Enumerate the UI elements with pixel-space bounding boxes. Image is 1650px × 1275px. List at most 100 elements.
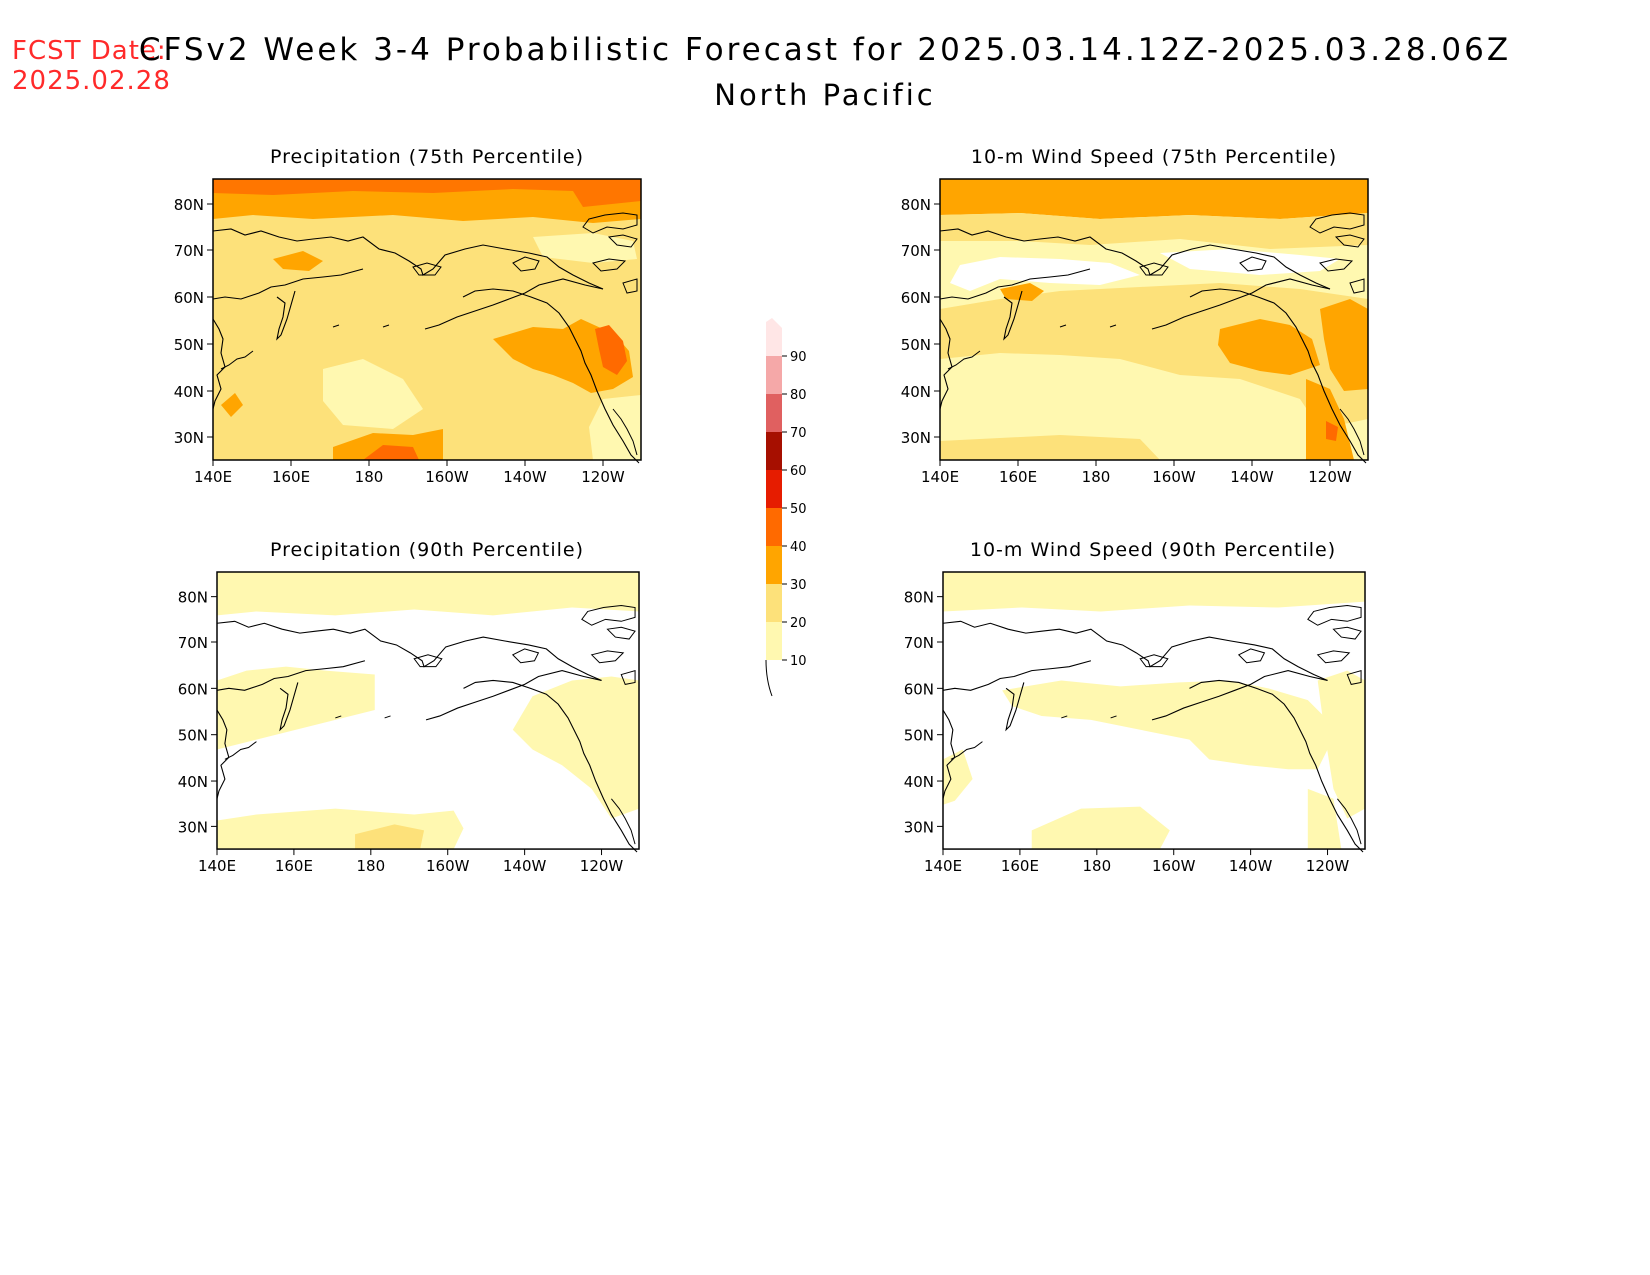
lat-tick-label: 30N bbox=[904, 818, 934, 836]
panel-wind-90: 10-m Wind Speed (90th Percentile) 80N 70N… bbox=[904, 539, 1366, 875]
lat-tick-label: 30N bbox=[174, 429, 204, 447]
lat-tick-label: 80N bbox=[904, 589, 934, 607]
lon-tick-label: 180 bbox=[1082, 857, 1111, 875]
colorbar-label: 50 bbox=[790, 502, 807, 517]
lat-tick-label: 40N bbox=[174, 383, 204, 401]
lat-tick-label: 60N bbox=[178, 680, 208, 698]
fill-coast-strong bbox=[1326, 421, 1338, 441]
fill-west-spot bbox=[221, 393, 243, 417]
lon-tick-label: 160E bbox=[999, 468, 1037, 486]
lat-tick-label: 70N bbox=[174, 242, 204, 260]
map-fill bbox=[213, 179, 641, 460]
lon-tick-label: 160E bbox=[275, 857, 313, 875]
panel-precip-75: Precipitation (75th Percentile) 80N 70N 60… bbox=[174, 146, 642, 486]
fill-east-pacific bbox=[512, 676, 640, 819]
lon-tick-label: 140W bbox=[503, 857, 547, 875]
fill-band-north2 bbox=[940, 213, 1368, 249]
fill-band-north-strong bbox=[213, 179, 641, 207]
lon-tick-label: 160W bbox=[425, 468, 469, 486]
lon-tick-label: 140W bbox=[1229, 857, 1273, 875]
lat-tick-label: 50N bbox=[901, 336, 931, 354]
fill-west-north bbox=[273, 251, 323, 271]
colorbar-label: 30 bbox=[790, 578, 807, 593]
fill-south-spot bbox=[333, 429, 443, 460]
colorbar-label: 10 bbox=[790, 654, 807, 669]
lon-tick-label: 140E bbox=[921, 468, 959, 486]
colorbar-swatch bbox=[766, 546, 782, 584]
lon-tick-label: 120W bbox=[580, 857, 624, 875]
colorbar-tail bbox=[766, 660, 782, 694]
colorbar-swatch bbox=[766, 584, 782, 622]
fill-west bbox=[943, 749, 973, 805]
lon-tick-label: 160W bbox=[1152, 857, 1196, 875]
lon-tick-label: 180 bbox=[356, 857, 385, 875]
fill-white-arctic bbox=[950, 257, 1140, 291]
fill-coast-south bbox=[1307, 788, 1342, 850]
fill-coast-strong bbox=[595, 325, 627, 375]
lon-tick-label: 120W bbox=[1308, 468, 1352, 486]
fill-coast-east bbox=[1317, 670, 1366, 819]
lat-tick-label: 40N bbox=[904, 773, 934, 791]
colorbar-tail-edge bbox=[765, 659, 773, 697]
fill-band-north bbox=[943, 572, 1366, 612]
fill-south-band bbox=[940, 435, 1160, 460]
fill-coast-south bbox=[1306, 379, 1354, 460]
lon-tick-label: 160E bbox=[272, 468, 310, 486]
lat-tick-label: 80N bbox=[174, 196, 204, 214]
colorbar-swatch bbox=[766, 622, 782, 660]
colorbar-label: 90 bbox=[790, 350, 807, 365]
region-subtitle: North Pacific bbox=[714, 78, 936, 112]
lat-tick-label: 40N bbox=[178, 773, 208, 791]
colorbar-swatch bbox=[766, 508, 782, 546]
fill-south-strong bbox=[363, 445, 419, 460]
fill-west bbox=[217, 666, 375, 750]
fill-mid bbox=[1002, 680, 1338, 770]
colorbar-swatch bbox=[766, 432, 782, 470]
fill-light-north bbox=[533, 233, 637, 263]
lat-tick-label: 70N bbox=[178, 634, 208, 652]
fill-coast-east bbox=[1320, 299, 1368, 391]
fcst-date-label: FCST Date: bbox=[12, 36, 167, 66]
lon-tick-label: 180 bbox=[1082, 468, 1111, 486]
lat-tick-label: 30N bbox=[901, 429, 931, 447]
colorbar: 10 20 30 40 50 60 70 80 90 bbox=[765, 318, 807, 697]
lat-tick-label: 70N bbox=[901, 242, 931, 260]
lon-tick-label: 140E bbox=[194, 468, 232, 486]
lon-tick-label: 140W bbox=[1230, 468, 1274, 486]
lon-tick-label: 140W bbox=[503, 468, 547, 486]
fill-south-spot bbox=[355, 824, 425, 850]
fill-south-spot bbox=[1031, 806, 1170, 850]
lon-tick-label: 160E bbox=[1001, 857, 1039, 875]
lon-tick-label: 160W bbox=[1152, 468, 1196, 486]
lon-tick-label: 160W bbox=[426, 857, 470, 875]
panel-wind-75: 10-m Wind Speed (75th Percentile) 80N 70N… bbox=[901, 146, 1369, 486]
colorbar-swatch bbox=[766, 318, 782, 356]
lat-tick-label: 40N bbox=[901, 383, 931, 401]
lon-tick-label: 120W bbox=[581, 468, 625, 486]
page-title: CFSv2 Week 3-4 Probabilistic Forecast fo… bbox=[138, 32, 1512, 68]
fill-light-mid bbox=[323, 359, 423, 429]
lat-tick-label: 80N bbox=[901, 196, 931, 214]
fill-band-north bbox=[217, 572, 640, 616]
lat-tick-label: 50N bbox=[904, 727, 934, 745]
colorbar-label: 20 bbox=[790, 616, 807, 631]
fill-east-pacific bbox=[1218, 319, 1320, 375]
fill-white-south bbox=[217, 765, 494, 821]
lat-tick-label: 30N bbox=[178, 818, 208, 836]
lon-tick-label: 120W bbox=[1306, 857, 1350, 875]
colorbar-swatch bbox=[766, 394, 782, 432]
map-frame bbox=[216, 571, 640, 850]
colorbar-label: 80 bbox=[790, 388, 807, 403]
lat-tick-label: 70N bbox=[904, 634, 934, 652]
fill-light-south bbox=[940, 369, 1170, 460]
panel-title: Precipitation (75th Percentile) bbox=[270, 146, 584, 168]
colorbar-label: 40 bbox=[790, 540, 807, 555]
lat-tick-label: 60N bbox=[174, 289, 204, 307]
colorbar-swatch bbox=[766, 356, 782, 394]
colorbar-swatch bbox=[766, 470, 782, 508]
lat-tick-label: 60N bbox=[901, 289, 931, 307]
colorbar-label: 60 bbox=[790, 464, 807, 479]
fill-white-arctic-east bbox=[1160, 249, 1340, 275]
fcst-date: FCST Date: 2025.02.28 bbox=[12, 36, 171, 96]
